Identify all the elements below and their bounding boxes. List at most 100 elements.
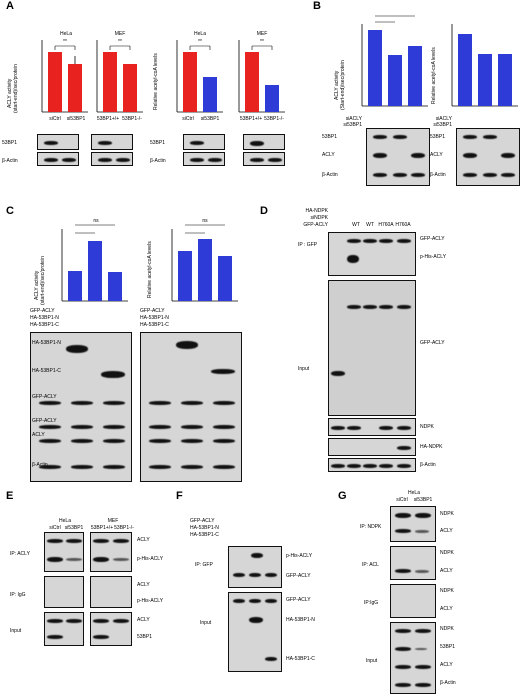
blot-label: ACLY [322, 152, 335, 158]
group-label: HeLa [194, 31, 206, 37]
row-label: si53BP1 [343, 122, 362, 128]
group-label: HeLa [60, 31, 72, 37]
bar [408, 46, 422, 106]
y-axis-label: (start-end)/sec/protein [13, 64, 19, 113]
western-blot [44, 612, 84, 646]
bar [498, 54, 512, 106]
blot-label: p-His-ACLY [286, 553, 313, 559]
y-axis-label: Relative acetyl-coA levels [431, 47, 437, 104]
category-label: siCtrl [182, 116, 194, 122]
western-blot [30, 332, 132, 482]
lane-label: WT [366, 222, 374, 228]
blot-label: 53BP1 [440, 644, 456, 650]
bar [458, 34, 472, 106]
bar [88, 241, 102, 301]
section-label: Input [366, 658, 378, 664]
section-label: IP: GFP [195, 562, 213, 568]
blot-label: 53BP1 [137, 634, 153, 640]
section-label: Input [200, 620, 212, 626]
bar-chart-a2 [96, 40, 143, 113]
blot-label: HA-53BP1-N [32, 340, 61, 346]
section-label: IP: ACL [362, 562, 379, 568]
western-blot [91, 152, 133, 166]
western-blot [228, 592, 282, 672]
bar-chart-a1 [41, 40, 88, 113]
category-label: 53BP1+/+ [239, 116, 263, 122]
bar-chart-a4 [238, 40, 285, 113]
lane-label: 53BP1+/+ [90, 525, 114, 531]
section-label: IP: NDPK [360, 524, 382, 530]
row-label: HA-53BP1-N [140, 315, 169, 321]
lane-label: siCtrl [49, 525, 61, 531]
western-blot [328, 280, 416, 416]
row-label: GFP-ACLY [303, 222, 328, 228]
sig-mark: ns [93, 218, 99, 224]
sig-mark: ns [202, 218, 208, 224]
blot-label: NDPK [420, 424, 434, 430]
blot-label: β-Actin [420, 462, 436, 468]
western-blot [183, 134, 225, 150]
blot-label: β-Actin [430, 172, 446, 178]
blot-label: GFP-ACLY [32, 418, 57, 424]
section-label: Input [298, 366, 310, 372]
blot-label: β-Actin [150, 158, 166, 164]
blot-label: p-His-ACLY [137, 598, 164, 604]
blot-label: NDPK [440, 511, 454, 517]
blot-label: NDPK [440, 588, 454, 594]
blot-label: HA-NDPK [420, 444, 443, 450]
lane-label: si53BP1 [64, 525, 84, 531]
blot-label: β-Actin [2, 158, 18, 164]
western-blot [328, 232, 416, 276]
y-axis-label: (Start-end)/sec/protein [340, 60, 346, 110]
row-label: HA-53BP1-C [30, 322, 59, 328]
bar [388, 55, 402, 106]
bar [178, 251, 192, 301]
western-blot [91, 134, 133, 150]
western-blot [390, 506, 436, 542]
panel-label-a: A [6, 0, 14, 12]
sig-mark: ** [118, 39, 122, 45]
row-label: HA-53BP1-C [190, 532, 219, 538]
bar [265, 85, 279, 112]
blot-label: GFP-ACLY [286, 573, 311, 579]
western-blot [90, 576, 132, 608]
blot-label: 53BP1 [150, 140, 166, 146]
panel-label-c: C [6, 205, 14, 217]
western-blot [44, 576, 84, 608]
lane-label: 53BP1-/- [114, 525, 134, 531]
y-axis-label: (start-end)/sec/protein [40, 256, 46, 305]
bar [245, 52, 259, 112]
western-blot [37, 134, 79, 150]
blot-label: 53BP1 [2, 140, 18, 146]
sig-mark: ** [260, 39, 264, 45]
bar-chart-b1 [361, 15, 428, 107]
row-label: siACLY [435, 116, 452, 122]
blot-label: HA-53BP1-C [32, 368, 61, 374]
blot-label: ACLY [137, 617, 150, 623]
blot-label: β-Actin [440, 680, 456, 686]
western-blot [90, 532, 132, 572]
western-blot [140, 332, 242, 482]
blot-label: GFP-ACLY [420, 236, 445, 242]
bar [478, 54, 492, 106]
category-label: si53BP1 [200, 116, 220, 122]
blot-label: ACLY [440, 662, 453, 668]
group-label: MEF [256, 31, 268, 37]
panel-label-f: F [176, 490, 183, 502]
blot-label: ACLY [137, 582, 150, 588]
western-blot [328, 418, 416, 436]
western-blot [328, 438, 416, 456]
blot-label: β-Actin [322, 172, 338, 178]
lane-label: H760A [378, 222, 394, 228]
sig-mark: ** [198, 39, 202, 45]
bar [68, 271, 82, 301]
western-blot [390, 584, 436, 618]
blot-label: p-His-ACLY [137, 556, 164, 562]
panel-label-d: D [260, 205, 268, 217]
category-label: si53BP1 [66, 116, 86, 122]
western-blot [366, 128, 430, 186]
blot-label: ACLY [137, 537, 150, 543]
section-label: Input [10, 628, 22, 634]
row-label: HA-53BP1-N [30, 315, 59, 321]
panel-label-g: G [338, 490, 347, 502]
